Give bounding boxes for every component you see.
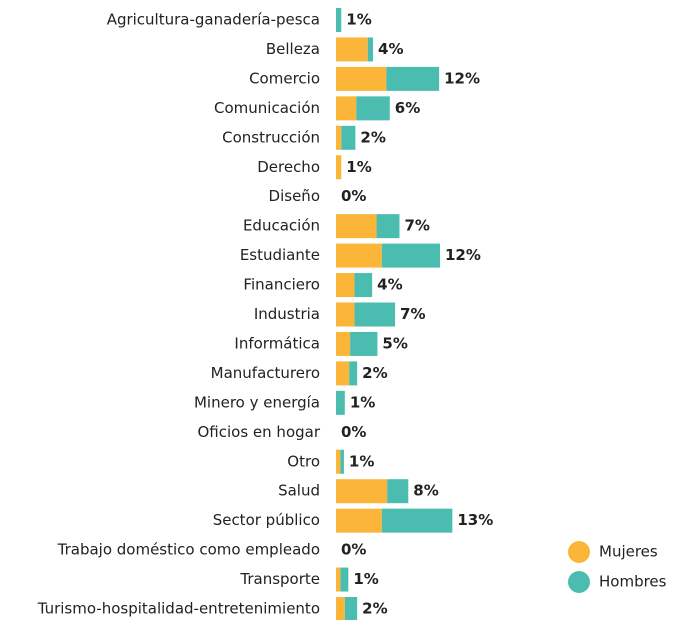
total-label: 12% — [445, 246, 481, 264]
total-label: 12% — [444, 69, 480, 87]
bar-segment — [350, 331, 378, 356]
category-label: Comercio — [249, 69, 320, 87]
category-label: Transporte — [239, 570, 320, 588]
bar-segment — [387, 479, 409, 504]
category-label: Sector público — [213, 511, 320, 529]
category-label: Construcción — [222, 128, 320, 146]
bar-segment — [336, 449, 341, 474]
category-label: Diseño — [269, 187, 320, 205]
category-label: Estudiante — [240, 246, 320, 264]
total-label: 1% — [346, 158, 371, 176]
bar-segment — [336, 37, 368, 62]
total-label: 2% — [362, 600, 387, 618]
bar-segment — [341, 125, 356, 150]
bar-segment — [336, 479, 388, 504]
bar-segment — [336, 567, 341, 592]
total-label: 0% — [341, 541, 366, 559]
total-label: 4% — [378, 40, 403, 58]
bar-segment — [381, 243, 441, 268]
bar-segment — [381, 508, 453, 533]
legend-label: Hombres — [599, 573, 667, 591]
total-label: 6% — [395, 99, 420, 117]
bar-segment — [336, 508, 382, 533]
category-label: Agricultura-ganadería-pesca — [107, 11, 320, 29]
total-label: 1% — [349, 452, 374, 470]
total-label: 0% — [341, 187, 366, 205]
bar-segment — [336, 96, 357, 121]
bar-segment — [336, 597, 345, 620]
category-label: Minero y energía — [194, 393, 320, 411]
bar-segment — [336, 125, 342, 150]
total-label: 8% — [413, 482, 438, 500]
total-label: 2% — [362, 364, 387, 382]
category-label: Financiero — [243, 276, 320, 294]
category-label: Otro — [287, 452, 320, 470]
bar-segment — [336, 302, 355, 327]
total-label: 7% — [404, 217, 429, 235]
total-label: 2% — [360, 128, 385, 146]
bar-segment — [386, 66, 440, 91]
total-label: 7% — [400, 305, 425, 323]
total-label: 1% — [350, 393, 375, 411]
category-label: Belleza — [266, 40, 320, 58]
bar-segment — [340, 567, 349, 592]
category-label: Educación — [243, 217, 320, 235]
bar-segment — [336, 155, 342, 180]
legend-marker — [568, 571, 590, 593]
bar-segment — [344, 597, 358, 620]
bar-segment — [336, 243, 382, 268]
bar-segment — [349, 361, 358, 386]
bar-segment — [354, 273, 373, 298]
bar-segment — [336, 214, 377, 239]
bar-segment — [336, 361, 350, 386]
bar-segment — [367, 37, 374, 62]
category-label: Manufacturero — [211, 364, 320, 382]
total-label: 1% — [353, 570, 378, 588]
category-label: Trabajo doméstico como empleado — [57, 541, 320, 559]
total-label: 13% — [457, 511, 493, 529]
bar-segment — [354, 302, 396, 327]
bar-segment — [340, 449, 344, 474]
category-label: Derecho — [257, 158, 320, 176]
category-label: Salud — [278, 482, 320, 500]
legend-label: Mujeres — [599, 543, 658, 561]
total-label: 0% — [341, 423, 366, 441]
total-label: 4% — [377, 276, 402, 294]
category-label: Informática — [234, 334, 320, 352]
bar-segment — [336, 390, 345, 415]
category-label: Oficios en hogar — [198, 423, 321, 441]
bar-segment — [336, 331, 351, 356]
bar-segment — [376, 214, 400, 239]
total-label: 5% — [382, 334, 407, 352]
bar-segment — [336, 273, 355, 298]
category-label: Turismo-hospitalidad-entretenimiento — [37, 600, 320, 618]
bar-segment — [356, 96, 390, 121]
bar-segment — [336, 8, 342, 32]
category-label: Comunicación — [214, 99, 320, 117]
category-label: Industria — [254, 305, 320, 323]
bar-segment — [336, 66, 387, 91]
total-label: 1% — [346, 11, 371, 29]
legend-marker — [568, 541, 590, 563]
